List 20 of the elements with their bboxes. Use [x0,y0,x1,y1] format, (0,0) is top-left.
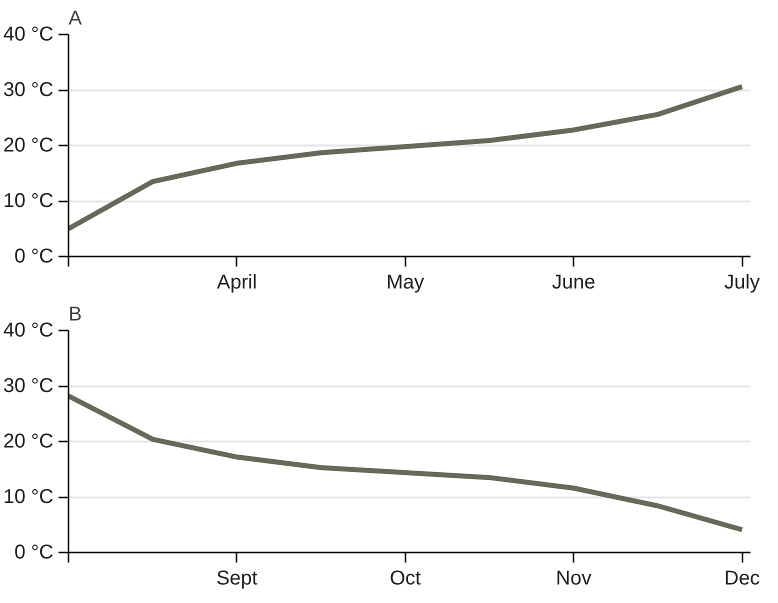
x-tick-label: Oct [390,568,422,590]
x-tick-label: June [552,272,596,294]
x-tick-label: July [724,272,760,294]
x-tick-label: Dec [724,568,760,590]
x-tick-label: April [216,272,257,294]
y-tick-label: 10 °C [3,190,54,212]
y-tick-label: 40 °C [3,24,54,46]
x-tick-label: May [386,272,424,294]
y-tick-label: 0 °C [14,246,54,268]
chart-title: A [68,8,82,30]
y-tick-label: 20 °C [3,430,54,452]
y-tick-label: 40 °C [3,320,54,342]
y-tick-label: 20 °C [3,134,54,156]
y-tick-label: 0 °C [14,542,54,564]
y-tick-label: 10 °C [3,486,54,508]
y-tick-label: 30 °C [3,79,54,101]
y-tick-label: 30 °C [3,375,54,397]
x-tick-label: Sept [216,568,258,590]
chart-title: B [68,304,82,326]
x-tick-label: Nov [556,568,592,590]
